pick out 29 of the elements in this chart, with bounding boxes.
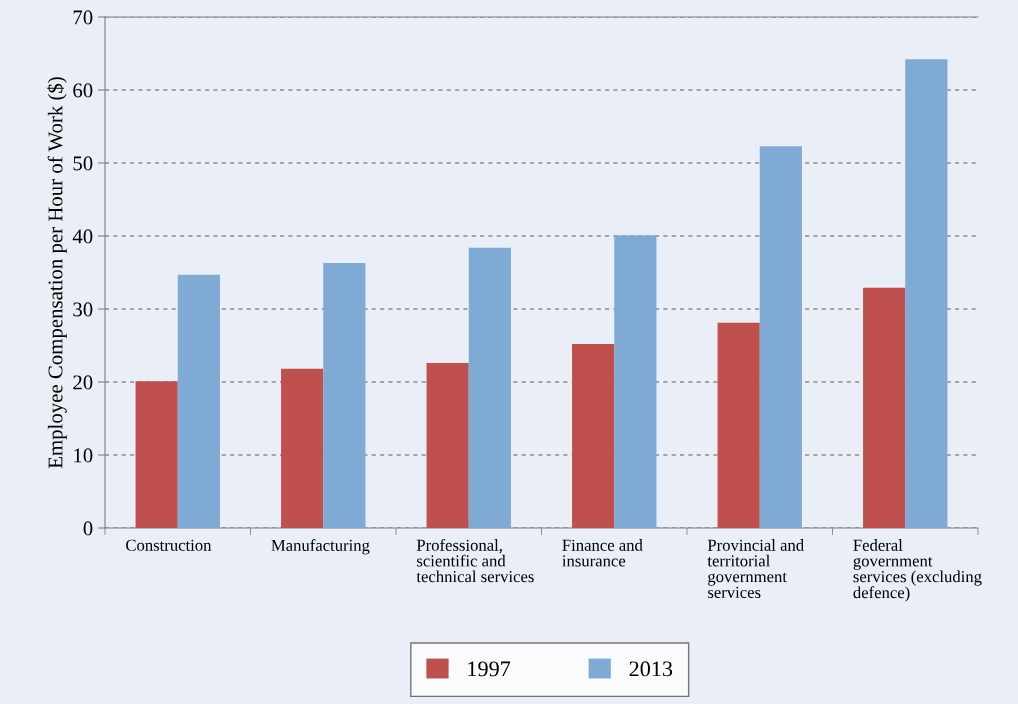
legend-label: 2013 <box>629 661 673 677</box>
x-tick-label: Finance and insurance <box>562 539 643 567</box>
y-tick-label: 10 <box>74 448 93 463</box>
y-tick-label: 20 <box>73 375 93 390</box>
bar <box>135 381 178 528</box>
x-tick-label: Construction <box>126 539 212 551</box>
x-tick-label: Professional, scientific and technical services <box>416 538 534 583</box>
bar <box>572 344 615 528</box>
y-tick-label: 50 <box>73 156 93 171</box>
x-tick-label: Provincial and territorial government services <box>707 539 804 598</box>
legend-label: 1997 <box>468 661 511 677</box>
y-axis-title: Employee Compensation per Hour of Work ($) <box>47 77 67 469</box>
x-tick-label: Manufacturing <box>271 539 370 555</box>
x-tick-label: Federal government services (excluding defence) <box>853 539 982 602</box>
bar <box>863 287 906 528</box>
bar <box>468 247 511 528</box>
y-tick-label: 0 <box>83 521 93 536</box>
y-tick-label: 70 <box>73 10 93 25</box>
bar <box>905 59 948 528</box>
y-tick-label: 40 <box>72 229 93 244</box>
bar <box>759 146 802 528</box>
y-tick-label: 60 <box>73 83 93 98</box>
bar <box>323 263 366 528</box>
bar <box>177 274 220 528</box>
bar <box>614 235 657 528</box>
bar <box>281 368 324 528</box>
y-tick-label: 30 <box>73 302 93 317</box>
bar <box>717 322 760 528</box>
bar <box>426 363 469 528</box>
